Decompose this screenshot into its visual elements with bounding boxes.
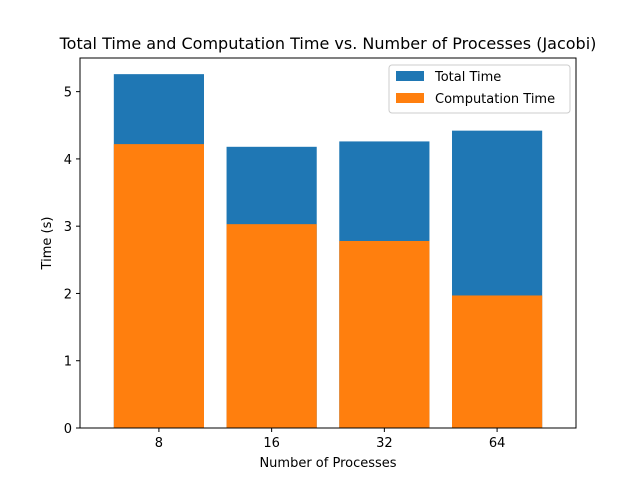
x-axis-label: Number of Processes [259, 456, 396, 471]
bar-computation-64 [452, 295, 543, 428]
y-tick-label: 0 [64, 422, 72, 437]
legend-label-computation: Computation Time [435, 92, 555, 107]
y-tick-label: 5 [64, 86, 72, 101]
legend-box [388, 64, 571, 114]
y-tick-label: 4 [64, 153, 72, 168]
x-tick-label: 64 [489, 436, 506, 451]
bar-computation-8 [113, 144, 204, 429]
x-tick-label: 8 [155, 436, 163, 451]
legend-swatch-total [396, 71, 424, 81]
x-tick-label: 16 [263, 436, 280, 451]
y-axis-label: Time (s) [40, 217, 55, 271]
legend-label-total: Total Time [434, 70, 501, 85]
x-tick-label: 32 [376, 436, 393, 451]
bar-computation-16 [226, 224, 317, 428]
legend-swatch-computation [396, 93, 424, 103]
x-axis: 8 16 32 64 [155, 428, 506, 451]
plot-frame [79, 57, 577, 429]
y-axis: 0 1 2 3 4 5 [64, 86, 80, 437]
bars-group [113, 74, 543, 429]
legend: Total Time Computation Time [388, 64, 571, 114]
y-tick-label: 3 [64, 220, 72, 235]
chart-title: Total Time and Computation Time vs. Numb… [59, 34, 597, 53]
y-tick-label: 1 [64, 355, 72, 370]
y-tick-label: 2 [64, 287, 72, 302]
bar-computation-32 [339, 240, 430, 428]
